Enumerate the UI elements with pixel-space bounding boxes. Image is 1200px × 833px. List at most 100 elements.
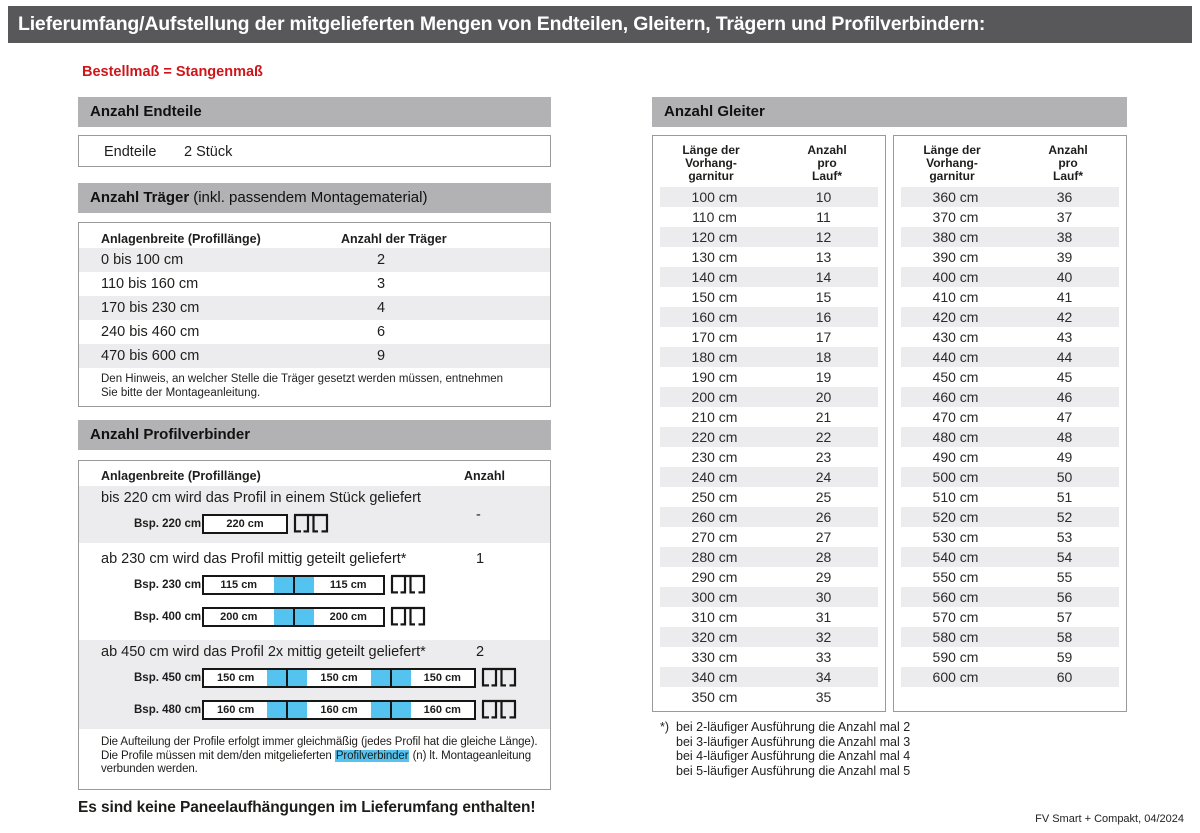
gleiter-row: 210 cm 21 [660, 407, 878, 427]
endteile-label: Endteile [104, 144, 157, 160]
length-cell: 490 cm [932, 449, 979, 465]
count-cell: 59 [1056, 649, 1073, 665]
gleiter-row: 250 cm 25 [660, 487, 878, 507]
gleiter-row: 500 cm 50 [901, 467, 1119, 487]
length-cell: 440 cm [932, 349, 979, 365]
gleiter-row: 170 cm 17 [660, 327, 878, 347]
bsp-row: Bsp. 480 cm 160 cm 160 cm 160 cm [134, 699, 550, 721]
gleiter-footnotes: *) bei 2-läufiger Ausführung die Anzahl … [652, 720, 1127, 778]
count-cell: 29 [815, 569, 832, 585]
gleiter-row: 570 cm 57 [901, 607, 1119, 627]
count-cell: 21 [815, 409, 832, 425]
bar-segment: 200 cm [329, 611, 367, 623]
traeger-note: Den Hinweis, an welcher Stelle die Träge… [101, 373, 504, 399]
count-cell: 55 [1056, 569, 1073, 585]
count-cell: 31 [815, 609, 832, 625]
gleiter-col1-header: Länge der Vorhang- garnitur [923, 143, 981, 183]
count-cell: 47 [1056, 409, 1073, 425]
order-size-note: Bestellmaß = Stangenmaß [82, 64, 263, 80]
length-cell: 410 cm [932, 289, 979, 305]
row-label: 170 bis 230 cm [101, 300, 200, 316]
gleiter-row: 410 cm 41 [901, 287, 1119, 307]
gleiter-row: 290 cm 29 [660, 567, 878, 587]
gleiter-row: 520 cm 52 [901, 507, 1119, 527]
bsp-row: Bsp. 400 cm 200 cm 200 cm [134, 606, 550, 628]
count-cell: 36 [1056, 189, 1073, 205]
gleiter-row: 580 cm 58 [901, 627, 1119, 647]
bsp-row: Bsp. 220 cm 220 cm [134, 513, 550, 535]
count-cell: 50 [1056, 469, 1073, 485]
count-cell: 15 [815, 289, 832, 305]
bar-segment: 160 cm [423, 704, 461, 716]
gleiter-row: 440 cm 44 [901, 347, 1119, 367]
endteile-value: 2 Stück [184, 144, 233, 160]
length-cell: 580 cm [932, 629, 979, 645]
count-cell: 12 [815, 229, 832, 245]
bar-segment: 115 cm [220, 579, 258, 591]
count-cell: 39 [1056, 249, 1073, 265]
count-cell: 17 [815, 329, 832, 345]
bar-connector [267, 670, 308, 686]
length-cell: 110 cm [692, 209, 737, 225]
gleiter-table-right: Länge der Vorhang- garnitur Anzahl pro L… [893, 135, 1127, 712]
length-cell: 430 cm [932, 329, 979, 345]
pv-row: bis 220 cm wird das Profil in einem Stüc… [79, 486, 550, 543]
gleiter-header-left: Länge der Vorhang- garnitur Anzahl pro L… [653, 136, 885, 187]
gleiter-table-left: Länge der Vorhang- garnitur Anzahl pro L… [652, 135, 886, 712]
gleiter-row: 330 cm 33 [660, 647, 878, 667]
count-cell: 44 [1056, 349, 1073, 365]
gleiter-row: 360 cm 36 [901, 187, 1119, 207]
count-cell: 32 [815, 629, 832, 645]
length-cell: 340 cm [691, 669, 738, 685]
gleiter-row: 490 cm 49 [901, 447, 1119, 467]
right-column: Anzahl Gleiter Länge der Vorhang- garnit… [652, 97, 1127, 778]
length-cell: 210 cm [691, 409, 738, 425]
bsp-row: Bsp. 230 cm 115 cm 115 cm [134, 574, 550, 596]
gleiter-row: 320 cm 32 [660, 627, 878, 647]
pv-note-after: (n) lt. Montageanleitung verbunden werde… [101, 749, 531, 776]
row-value: 3 [377, 276, 386, 292]
count-cell: 30 [815, 589, 832, 605]
pv-row-count: - [476, 506, 481, 523]
gleiter-row: 130 cm 13 [660, 247, 878, 267]
length-cell: 450 cm [932, 369, 979, 385]
section-header-profilverbinder: Anzahl Profilverbinder [78, 420, 551, 450]
length-cell: 560 cm [932, 589, 979, 605]
count-cell: 49 [1056, 449, 1073, 465]
page-title: Lieferumfang/Aufstellung der mitgeliefer… [8, 6, 1192, 43]
count-cell: 60 [1056, 669, 1073, 685]
footnote-line: bei 2-läufiger Ausführung die Anzahl mal… [676, 720, 911, 734]
gleiter-row: 430 cm 43 [901, 327, 1119, 347]
bar-connector [370, 670, 411, 686]
count-cell: 34 [815, 669, 832, 685]
count-cell: 40 [1056, 269, 1073, 285]
pv-note-highlight: Profilverbinder [334, 749, 410, 762]
length-cell: 310 cm [691, 609, 738, 625]
row-label: 110 bis 160 cm [101, 276, 199, 292]
length-cell: 230 cm [691, 449, 738, 465]
count-cell: 45 [1056, 369, 1073, 385]
length-cell: 370 cm [932, 209, 979, 225]
gleiter-row: 260 cm 26 [660, 507, 878, 527]
profile-bar: 115 cm 115 cm [202, 575, 385, 595]
pv-row: ab 450 cm wird das Profil 2x mittig gete… [79, 640, 550, 729]
profile-end-icon [293, 513, 329, 535]
length-cell: 260 cm [691, 509, 738, 525]
row-value: 4 [377, 300, 386, 316]
gleiter-row: 530 cm 53 [901, 527, 1119, 547]
count-cell: 13 [815, 249, 832, 265]
profile-end-icon [390, 574, 426, 596]
length-cell: 140 cm [691, 269, 738, 285]
bar-connector [273, 609, 314, 625]
count-cell: 37 [1056, 209, 1073, 225]
length-cell: 400 cm [932, 269, 979, 285]
profile-end-icon [481, 667, 517, 689]
count-cell: 18 [815, 349, 832, 365]
gleiter-row: 370 cm 37 [901, 207, 1119, 227]
row-label: 0 bis 100 cm [101, 252, 184, 268]
length-cell: 170 cm [691, 329, 738, 345]
pv-note-before: Die Aufteilung der Profile erfolgt immer… [101, 736, 538, 762]
gleiter-col2-header: Anzahl pro Lauf* [807, 143, 847, 183]
left-column: Anzahl Endteile Endteile 2 Stück Anzahl … [78, 97, 551, 817]
row-value: 2 [377, 252, 386, 268]
